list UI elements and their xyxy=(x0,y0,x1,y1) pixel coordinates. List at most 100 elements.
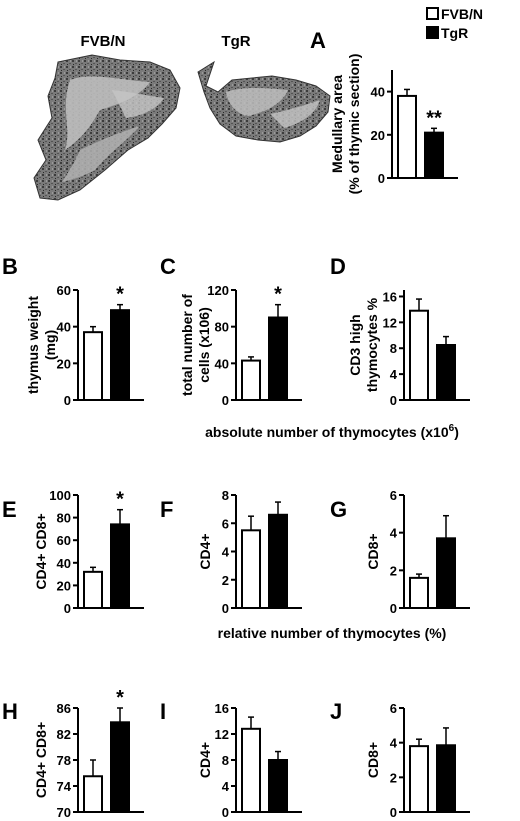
legend: FVB/N TgR xyxy=(426,6,483,41)
panel-h-tick-label: 82 xyxy=(57,727,71,742)
panel-j-tick-label: 6 xyxy=(390,701,397,716)
panel-e-tick-label: 80 xyxy=(57,511,71,526)
panel-h-label: H xyxy=(2,699,18,724)
image-label-tgr: TgR xyxy=(221,33,250,50)
panel-d-tick-label: 16 xyxy=(383,289,397,304)
panel-a-chart: A 0 20 40 Medullary area(% of thymic section… xyxy=(310,28,458,194)
panel-g-y-axis-label: CD8+ xyxy=(365,533,381,569)
panel-g-bar-fvb xyxy=(409,576,429,609)
panel-a-label: A xyxy=(310,28,326,53)
panel-b-tick-label: 60 xyxy=(57,283,71,298)
panel-i-tick-label: 16 xyxy=(215,701,229,716)
panel-i-tick-label: 8 xyxy=(222,753,229,768)
panel-g-y-axis-label-line: CD8+ xyxy=(365,533,381,569)
panel-f-tick-label: 8 xyxy=(222,488,229,503)
panel-h-significance: * xyxy=(116,687,124,709)
panel-d-tick-label: 8 xyxy=(390,341,397,356)
panel-j-y-axis-label: CD8+ xyxy=(365,742,381,778)
panel-f-y-axis-label: CD4+ xyxy=(197,533,213,569)
caption-absolute: absolute number of thymocytes (x106) xyxy=(205,423,459,440)
panel-c-significance: * xyxy=(274,284,282,306)
panel-f-bar-fvb xyxy=(241,529,261,609)
caption-absolute-end: ) xyxy=(454,424,459,440)
panel-j-tick-label: 0 xyxy=(390,805,397,820)
panel-h-bar-fvb xyxy=(83,775,103,813)
panel-a-y-axis-label-line: Medullary area xyxy=(329,75,345,173)
panel-h-bar-tgr xyxy=(110,721,130,813)
panel-f-chart: F 0 2 4 6 8 CD4+ xyxy=(160,488,302,616)
panel-c-tick-label: 80 xyxy=(215,320,229,335)
panel-g-bar-tgr xyxy=(436,537,456,609)
panel-a-tick-label: 0 xyxy=(378,171,385,186)
panel-e-tick-label: 40 xyxy=(57,556,71,571)
panel-a-tick-label: 20 xyxy=(371,128,385,143)
panel-e-tick-label: 100 xyxy=(49,488,71,503)
legend-label-tgr: TgR xyxy=(441,25,468,41)
panel-i-chart: I 0 4 8 12 16 CD4+ xyxy=(160,699,302,820)
panel-j-chart: J 0 2 4 6 CD8+ xyxy=(330,699,470,820)
panel-e-tick-label: 60 xyxy=(57,533,71,548)
panel-i-y-axis-label: CD4+ xyxy=(197,742,213,778)
panel-i-tick-label: 0 xyxy=(222,805,229,820)
panel-d-y-axis-label: CD3 highthymocytes % xyxy=(347,297,380,392)
panel-c-bar-fvb xyxy=(241,359,261,402)
panel-b-y-axis-label-line: thymus weight xyxy=(25,296,41,394)
panel-g-tick-label: 2 xyxy=(390,563,397,578)
panel-f-y-axis-label-line: CD4+ xyxy=(197,533,213,569)
panel-f-label: F xyxy=(160,497,173,522)
panel-d-tick-label: 4 xyxy=(390,367,398,382)
panel-a-significance: ** xyxy=(426,107,442,129)
panel-c-y-axis-label: total number ofcells (x106) xyxy=(179,294,212,396)
panel-j-bar-tgr xyxy=(436,744,456,813)
image-label-fvb: FVB/N xyxy=(81,33,126,50)
panel-e-bar-tgr xyxy=(110,523,130,610)
micrograph-tgr xyxy=(197,60,331,143)
panel-f-tick-label: 4 xyxy=(222,545,230,560)
panel-b-tick-label: 0 xyxy=(64,393,71,408)
panel-e-y-axis-label: CD4+ CD8+ xyxy=(33,513,49,589)
panel-e-tick-label: 20 xyxy=(57,578,71,593)
panel-j-y-axis-label-line: CD8+ xyxy=(365,742,381,778)
panel-a-tick-label: 40 xyxy=(371,85,385,100)
panel-a-y-axis-label-line: (% of thymic section) xyxy=(346,54,362,195)
panel-f-tick-label: 6 xyxy=(222,516,229,531)
micrograph-fvb xyxy=(33,54,181,201)
caption-relative: relative number of thymocytes (%) xyxy=(218,625,447,641)
panel-f-tick-label: 0 xyxy=(222,601,229,616)
panel-d-label: D xyxy=(330,254,346,279)
panel-e-tick-label: 0 xyxy=(64,601,71,616)
panel-g-tick-label: 6 xyxy=(390,488,397,503)
panel-e-bar-fvb xyxy=(83,570,103,610)
caption-absolute-sup: 6 xyxy=(449,423,455,434)
panel-h-y-axis-label-line: CD4+ CD8+ xyxy=(33,722,49,798)
panel-j-bar-fvb xyxy=(409,745,429,814)
panel-e-significance: * xyxy=(116,489,124,511)
panel-j-tick-label: 4 xyxy=(390,736,398,751)
panel-d-y-axis-label-line: thymocytes % xyxy=(364,297,380,392)
panel-i-bar-tgr xyxy=(268,759,288,813)
panel-g-label: G xyxy=(330,497,347,522)
panel-c-tick-label: 40 xyxy=(215,356,229,371)
legend-swatch-tgr xyxy=(426,26,439,39)
panel-a-y-axis-label: Medullary area(% of thymic section) xyxy=(329,54,362,195)
panel-j-label: J xyxy=(330,699,342,724)
panel-d-tick-label: 0 xyxy=(390,393,397,408)
panel-i-y-axis-label-line: CD4+ xyxy=(197,742,213,778)
panel-h-tick-label: 78 xyxy=(57,753,71,768)
panel-i-label: I xyxy=(160,699,166,724)
panel-e-y-axis-label-line: CD4+ CD8+ xyxy=(33,513,49,589)
panel-a-bar-fvb xyxy=(397,94,417,179)
panel-d-bar-tgr xyxy=(436,344,456,401)
panel-e-label: E xyxy=(2,497,17,522)
panel-g-tick-label: 4 xyxy=(390,526,398,541)
panel-h-tick-label: 86 xyxy=(57,701,71,716)
panel-b-tick-label: 40 xyxy=(57,320,71,335)
panel-h-y-axis-label: CD4+ CD8+ xyxy=(33,722,49,798)
panel-i-tick-label: 4 xyxy=(222,779,230,794)
panel-i-tick-label: 12 xyxy=(215,727,229,742)
panel-c-label: C xyxy=(160,254,176,279)
